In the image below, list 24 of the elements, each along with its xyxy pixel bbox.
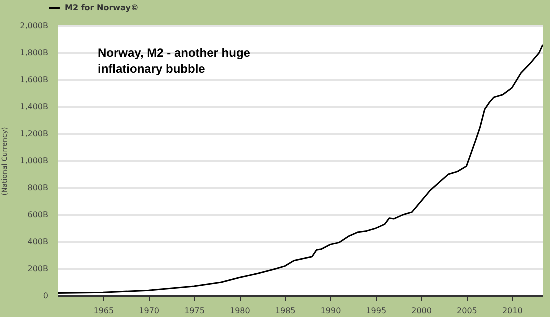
x-tick-label: 2000: [412, 306, 432, 316]
x-tick-label: 2010: [502, 306, 523, 316]
x-tick-label: 1980: [230, 306, 250, 316]
x-tick-label: 1990: [320, 306, 342, 316]
x-tick-label: 1970: [139, 306, 160, 316]
y-tick-label: 600B: [28, 210, 48, 220]
y-tick-label: 1,000B: [20, 156, 48, 166]
x-tick-label: 1975: [184, 306, 205, 316]
x-tick-label: 1995: [366, 306, 387, 316]
legend-label: M2 for Norway©: [65, 4, 139, 12]
y-tick-label: 1,200B: [20, 130, 48, 138]
y-tick-label: 0: [43, 292, 48, 300]
y-tick-label: 1,800B: [20, 48, 48, 58]
x-tick-label: 1965: [94, 306, 114, 316]
y-tick-label: 1,400B: [20, 102, 48, 112]
x-tick-label: 2005: [457, 306, 478, 316]
y-tick-label: 200B: [28, 264, 48, 274]
line-series: [57, 44, 544, 294]
x-tick-label: 1985: [275, 306, 296, 316]
y-tick-label: 800B: [28, 184, 48, 192]
y-tick-label: 1,600B: [20, 76, 48, 84]
annotation: Norway, M2 - another huge inflationary bubble: [98, 46, 251, 76]
y-tick-label: 400B: [28, 238, 48, 246]
y-tick-label: 2,000B: [20, 22, 48, 30]
